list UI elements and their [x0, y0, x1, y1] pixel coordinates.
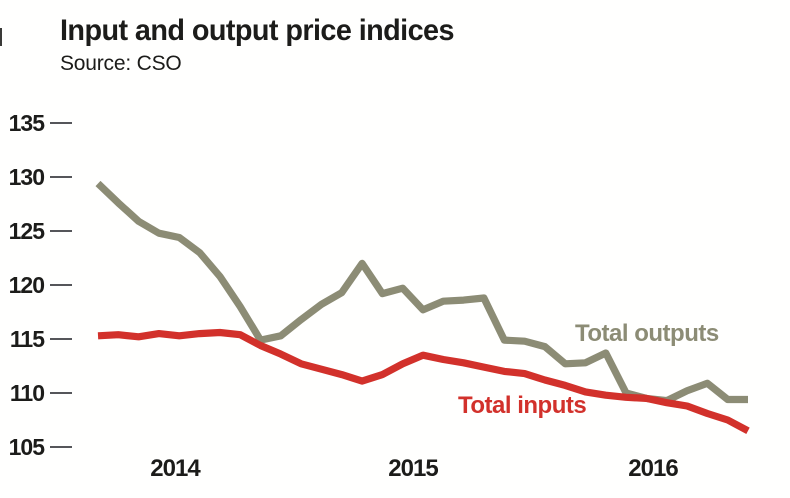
- y-axis-label-105: 105: [9, 434, 46, 460]
- chart-title: Input and output price indices: [60, 14, 455, 47]
- y-axis-label-130: 130: [9, 164, 45, 190]
- x-axis-label-2015: 2015: [388, 455, 438, 482]
- line-total-inputs: [97, 328, 750, 434]
- y-axis-label-120: 120: [9, 272, 45, 298]
- y-axis-label-115: 115: [10, 326, 45, 352]
- x-axis-label-2016: 2016: [628, 455, 678, 482]
- y-axis-label-110: 110: [10, 380, 44, 406]
- y-axis-label-125: 125: [9, 218, 46, 244]
- line-total-outputs: [95, 180, 748, 405]
- left-edge-artifact: [0, 28, 2, 46]
- x-axis-label-2014: 2014: [150, 455, 201, 482]
- y-axis-label-135: 135: [9, 110, 46, 136]
- series-label-total-inputs: Total inputs: [458, 392, 586, 419]
- chart-source: Source: CSO: [60, 52, 182, 75]
- series-label-total-outputs: Total outputs: [575, 320, 719, 347]
